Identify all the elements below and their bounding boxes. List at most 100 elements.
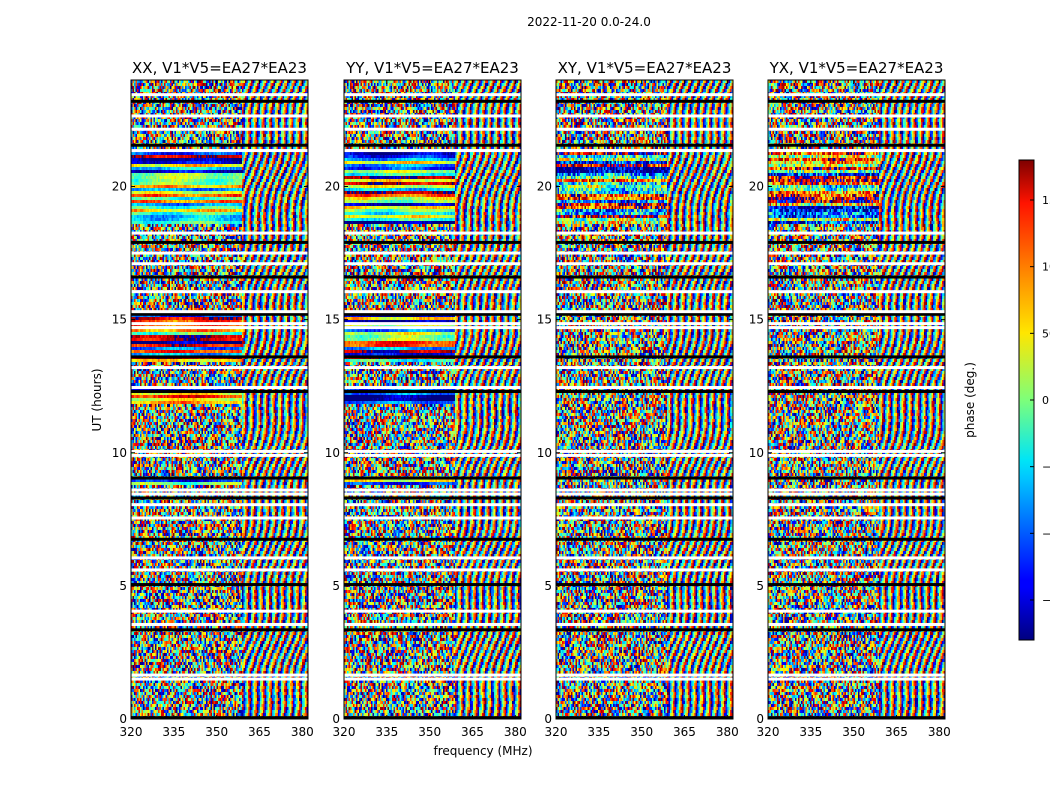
x-tick-label: 335	[587, 725, 610, 739]
y-tick-label: 15	[537, 313, 552, 327]
x-tick-label: 350	[630, 725, 653, 739]
flagged-row	[131, 231, 308, 235]
x-tick-label: 320	[333, 725, 356, 739]
flagged-row	[768, 583, 945, 587]
flagged-row	[556, 322, 733, 326]
flagged-row	[556, 127, 733, 131]
panel-frame	[555, 79, 734, 720]
flagged-row	[131, 556, 308, 560]
flagged-row	[131, 496, 308, 500]
flagged-row	[768, 114, 945, 118]
flagged-row	[556, 476, 733, 480]
flagged-row	[768, 93, 945, 97]
y-axis-label: UT (hours)	[90, 368, 104, 431]
flagged-row	[131, 583, 308, 587]
colorbar-tick-label: 0	[1042, 394, 1049, 407]
y-tick-label: 20	[325, 180, 340, 194]
panel-title: XY, V1*V5=EA27*EA23	[558, 59, 732, 77]
flagged-row	[344, 453, 521, 457]
flagged-row	[344, 275, 521, 279]
flagged-row	[131, 240, 308, 244]
figure-suptitle: 2022-11-20 0.0-24.0	[527, 15, 651, 29]
flagged-row	[556, 386, 733, 390]
y-tick-label: 10	[749, 446, 764, 460]
colorbar-label: phase (deg.)	[963, 362, 977, 438]
flagged-row	[131, 275, 308, 279]
y-tick-label: 15	[112, 313, 127, 327]
flagged-row	[768, 673, 945, 677]
flagged-row	[344, 503, 521, 507]
flagged-row	[344, 355, 521, 359]
y-tick-label: 0	[756, 712, 764, 726]
flagged-row	[768, 677, 945, 681]
flagged-row	[768, 716, 945, 720]
flagged-row	[768, 503, 945, 507]
x-tick-label: 350	[205, 725, 228, 739]
flagged-row	[768, 275, 945, 279]
flagged-row	[344, 677, 521, 681]
x-tick-label: 335	[375, 725, 398, 739]
x-axis-label: frequency (MHz)	[433, 744, 532, 758]
flagged-row	[131, 677, 308, 681]
x-tick-label: 380	[504, 725, 527, 739]
flagged-row	[768, 322, 945, 326]
colorbar: 150 100 50 0 −50 −100 −150 phase (deg.)	[963, 159, 1050, 641]
flagged-row	[768, 251, 945, 255]
y-tick-label: 20	[112, 180, 127, 194]
flagged-row	[556, 114, 733, 118]
flagged-row	[556, 503, 733, 507]
y-tick-label: 10	[112, 446, 127, 460]
x-tick-label: 350	[418, 725, 441, 739]
flagged-row	[344, 583, 521, 587]
x-tick-label: 365	[461, 725, 484, 739]
flagged-row	[768, 496, 945, 500]
flagged-row	[556, 240, 733, 244]
flagged-row	[344, 716, 521, 720]
flagged-row	[131, 516, 308, 520]
flagged-row	[131, 488, 308, 492]
flagged-row	[131, 251, 308, 255]
flagged-row	[768, 609, 945, 613]
flagged-row	[768, 127, 945, 131]
x-tick-label: 380	[716, 725, 739, 739]
flagged-row	[344, 231, 521, 235]
flagged-row	[768, 262, 945, 266]
flagged-row	[768, 537, 945, 541]
flagged-row	[131, 568, 308, 572]
flagged-row	[768, 310, 945, 314]
colorbar-tick-label: −100	[1042, 527, 1050, 540]
panel-2: YY, V1*V5=EA27*EA23 320 335 350 365 380 0 5 10 15…	[325, 59, 527, 739]
flagged-row	[131, 326, 308, 330]
flagged-row	[768, 386, 945, 390]
flagged-row	[556, 262, 733, 266]
flagged-row	[344, 127, 521, 131]
flagged-row	[768, 476, 945, 480]
flagged-row	[556, 568, 733, 572]
flagged-row	[344, 386, 521, 390]
panel-title: XX, V1*V5=EA27*EA23	[132, 59, 307, 77]
panel-title: YY, V1*V5=EA27*EA23	[345, 59, 519, 77]
flagged-row	[556, 326, 733, 330]
flagged-row	[768, 355, 945, 359]
flagged-row	[768, 453, 945, 457]
flagged-row	[556, 628, 733, 632]
flagged-row	[344, 310, 521, 314]
flagged-row	[131, 453, 308, 457]
x-tick-label: 365	[885, 725, 908, 739]
flagged-row	[556, 453, 733, 457]
flagged-row	[556, 609, 733, 613]
x-tick-label: 335	[162, 725, 185, 739]
y-tick-label: 20	[537, 180, 552, 194]
flagged-row	[556, 231, 733, 235]
flagged-row	[768, 516, 945, 520]
flagged-row	[344, 290, 521, 294]
flagged-row	[556, 449, 733, 453]
flagged-row	[344, 240, 521, 244]
flagged-row	[344, 568, 521, 572]
flagged-row	[344, 488, 521, 492]
flagged-row	[768, 622, 945, 626]
flagged-row	[344, 628, 521, 632]
flagged-row	[768, 366, 945, 370]
flagged-row	[344, 312, 521, 316]
